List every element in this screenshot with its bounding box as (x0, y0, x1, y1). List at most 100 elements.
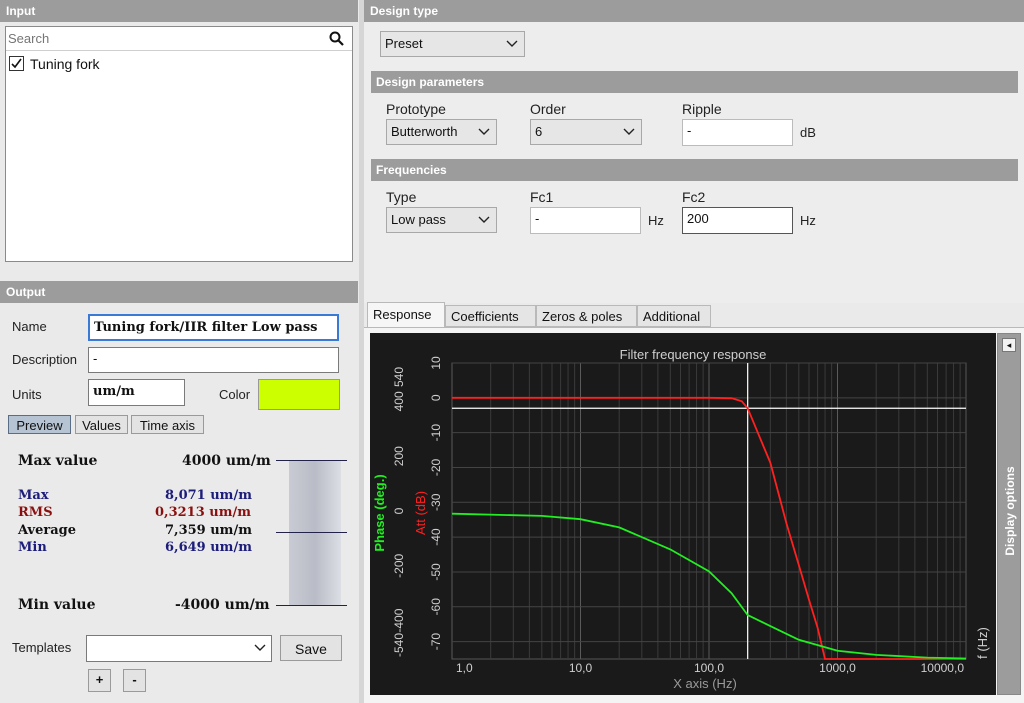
ripple-field[interactable]: - (682, 119, 793, 146)
input-panel: Tuning fork (5, 26, 353, 262)
phase-tick-label: -400 (392, 608, 406, 632)
phase-tick-label: 200 (392, 446, 406, 466)
chart-series (451, 363, 967, 660)
chevron-down-icon (623, 128, 635, 135)
save-template-button[interactable]: Save (280, 635, 342, 661)
x-tick-label: 10,0 (569, 661, 593, 675)
filter-type-value: Low pass (391, 212, 446, 227)
attenuation-axis: 10 0 -10 -20 -30 -40 -50 -60 -70 (429, 356, 443, 650)
frequency-unit-label: f (Hz) (975, 627, 990, 659)
fc1-unit: Hz (648, 213, 664, 228)
output-header: Output (0, 281, 358, 303)
x-tick-label: 1000,0 (819, 661, 856, 675)
fc2-label: Fc2 (682, 189, 706, 205)
frequencies-header: Frequencies (371, 159, 1018, 181)
phase-tick-label: -200 (392, 553, 406, 577)
tab-time-axis[interactable]: Time axis (131, 415, 204, 434)
design-type-select[interactable]: Preset (380, 31, 525, 57)
x-axis: 1,0 10,0 100,0 1000,0 10000,0 (456, 661, 964, 675)
chevron-down-icon (254, 644, 266, 651)
min-label: Min (18, 540, 47, 555)
min-value: -4000 um/m (175, 597, 270, 613)
attenuation-tick-label: 0 (429, 394, 443, 401)
add-template-button[interactable]: + (88, 669, 111, 692)
search-input[interactable] (8, 29, 318, 47)
list-item-label: Tuning fork (30, 56, 100, 72)
collapse-arrow-icon[interactable]: ◂ (1002, 338, 1016, 352)
x-tick-label: 100,0 (694, 661, 724, 675)
phase-tick-label: 0 (392, 507, 406, 514)
order-select[interactable]: 6 (530, 119, 642, 145)
design-type-value: Preset (385, 36, 423, 51)
design-type-header: Design type (364, 0, 1024, 22)
fc1-label: Fc1 (530, 189, 554, 205)
chevron-down-icon (506, 40, 518, 47)
color-swatch[interactable] (258, 379, 340, 410)
average-label: Average (18, 523, 77, 538)
display-options-panel[interactable]: ◂ Display options (997, 333, 1021, 695)
attenuation-tick-label: -10 (429, 424, 443, 442)
prototype-value: Butterworth (391, 124, 458, 139)
chart-title: Filter frequency response (620, 347, 767, 362)
filter-type-select[interactable]: Low pass (386, 207, 497, 233)
phase-tick-label: -540 (392, 633, 406, 657)
frequency-response-chart[interactable]: Filter frequency response 5404002000-200… (370, 333, 996, 695)
attenuation-tick-label: -40 (429, 528, 443, 546)
prototype-label: Prototype (386, 101, 446, 117)
chevron-down-icon (478, 216, 490, 223)
attenuation-tick-label: -50 (429, 563, 443, 581)
units-field[interactable]: um/m (88, 379, 185, 406)
tab-values[interactable]: Values (75, 415, 128, 434)
average-line (276, 532, 347, 533)
prototype-select[interactable]: Butterworth (386, 119, 497, 145)
x-tick-label: 1,0 (456, 661, 473, 675)
type-label: Type (386, 189, 417, 205)
attenuation-curve (452, 396, 966, 660)
description-field[interactable]: - (88, 347, 339, 373)
remove-template-button[interactable]: - (123, 669, 146, 692)
templates-label: Templates (12, 640, 72, 655)
templates-select[interactable] (86, 635, 272, 662)
max-value: 4000 um/m (182, 453, 271, 469)
rms-stat: 0,3213 um/m (155, 505, 251, 520)
search-box[interactable] (6, 27, 352, 51)
name-field[interactable]: Tuning fork/IIR filter Low pass (88, 314, 339, 341)
max-label: Max (18, 488, 49, 503)
phase-axis: 540 400 200 0 -200 -400-540 (392, 367, 406, 657)
tab-coefficients[interactable]: Coefficients (445, 305, 536, 327)
tab-additional[interactable]: Additional (637, 305, 711, 327)
min-value-label: Min value (18, 597, 96, 613)
average-stat: 7,359 um/m (165, 523, 252, 538)
fc1-field[interactable]: - (530, 207, 641, 234)
search-icon[interactable] (329, 31, 344, 46)
input-header: Input (0, 0, 358, 22)
attenuation-tick-label: -20 (429, 458, 443, 476)
order-label: Order (530, 101, 566, 117)
fc2-field[interactable]: 200 (682, 207, 793, 234)
ripple-unit: dB (800, 125, 816, 140)
phase-curve (451, 512, 967, 660)
name-value: Tuning fork/IIR filter Low pass (94, 320, 318, 335)
tab-zeros-poles[interactable]: Zeros & poles (536, 305, 637, 327)
pane-splitter[interactable] (359, 0, 364, 703)
fc2-value: 200 (687, 211, 709, 226)
design-parameters-header: Design parameters (371, 71, 1018, 93)
name-label: Name (12, 319, 47, 334)
chevron-down-icon (478, 128, 490, 135)
max-value-line (276, 460, 347, 461)
rms-label: RMS (18, 505, 53, 520)
min-value-line (276, 605, 347, 606)
units-label: Units (12, 387, 42, 402)
tab-response[interactable]: Response (367, 302, 445, 328)
tab-preview[interactable]: Preview (8, 415, 71, 434)
checkbox-checked-icon[interactable] (9, 56, 24, 71)
phase-tick-label: 540 (392, 367, 406, 387)
max-stat: 8,071 um/m (165, 488, 252, 503)
units-value: um/m (93, 384, 135, 399)
x-axis-label: X axis (Hz) (673, 676, 737, 691)
phase-axis-label: Phase (deg.) (372, 474, 387, 551)
ripple-label: Ripple (682, 101, 722, 117)
max-value-label: Max value (18, 453, 98, 469)
attenuation-tick-label: -70 (429, 633, 443, 651)
order-value: 6 (535, 124, 543, 139)
